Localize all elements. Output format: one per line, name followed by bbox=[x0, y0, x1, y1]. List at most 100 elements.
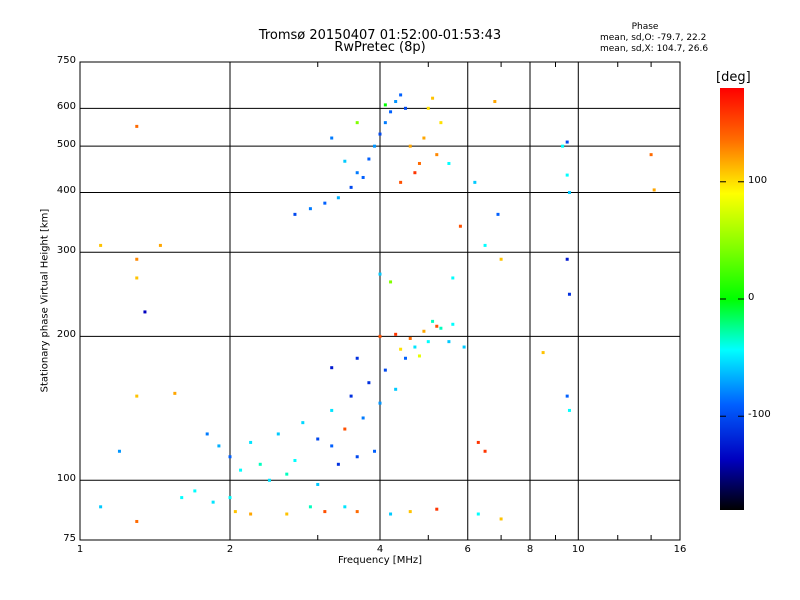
chart-title: Tromsø 20150407 01:52:00-01:53:43 bbox=[258, 28, 502, 43]
data-point bbox=[565, 394, 569, 398]
data-point bbox=[373, 449, 377, 453]
x-tick-label: 4 bbox=[376, 544, 384, 555]
x-tick-label: 1 bbox=[76, 544, 84, 555]
data-point bbox=[330, 408, 334, 412]
data-point bbox=[565, 257, 569, 261]
x-tick-label: 2 bbox=[226, 544, 234, 555]
data-point bbox=[567, 190, 571, 194]
data-point bbox=[343, 427, 347, 431]
data-point bbox=[361, 416, 365, 420]
data-point bbox=[330, 136, 334, 140]
data-point bbox=[367, 157, 371, 161]
data-point bbox=[389, 110, 393, 114]
data-point bbox=[394, 387, 398, 391]
data-point bbox=[99, 243, 103, 247]
data-point bbox=[258, 462, 262, 466]
data-point bbox=[158, 243, 162, 247]
data-point bbox=[435, 507, 439, 511]
y-axis-label: Stationary phase Virtual Height [km] bbox=[39, 208, 51, 393]
data-point bbox=[413, 171, 417, 175]
data-point bbox=[476, 440, 480, 444]
data-point bbox=[373, 144, 377, 148]
data-point bbox=[135, 276, 139, 280]
data-point bbox=[99, 505, 103, 509]
data-point bbox=[316, 437, 320, 441]
data-point bbox=[383, 103, 387, 107]
data-point bbox=[567, 292, 571, 296]
data-points bbox=[99, 93, 656, 523]
data-point bbox=[316, 482, 320, 486]
data-point bbox=[285, 472, 289, 476]
data-point bbox=[233, 510, 237, 514]
x-tick-label: 10 bbox=[571, 544, 585, 555]
phase-stats-o: mean, sd,O: -79.7, 22.2 bbox=[600, 33, 707, 43]
data-point bbox=[417, 354, 421, 358]
data-point bbox=[499, 257, 503, 261]
data-point bbox=[652, 188, 656, 192]
data-point bbox=[408, 336, 412, 340]
data-point bbox=[426, 106, 430, 110]
data-point bbox=[473, 180, 477, 184]
data-point bbox=[565, 140, 569, 144]
data-point bbox=[336, 462, 340, 466]
data-point bbox=[308, 207, 312, 211]
data-point bbox=[399, 180, 403, 184]
data-point bbox=[143, 310, 147, 314]
data-point bbox=[228, 496, 232, 500]
data-point bbox=[267, 478, 271, 482]
data-point bbox=[483, 243, 487, 247]
data-point bbox=[422, 329, 426, 333]
colorbar-ticks bbox=[720, 181, 744, 417]
data-point bbox=[496, 212, 500, 216]
data-point bbox=[476, 512, 480, 516]
data-point bbox=[330, 444, 334, 448]
phase-heading: Phase bbox=[631, 22, 659, 32]
data-point bbox=[355, 171, 359, 175]
data-point bbox=[383, 121, 387, 125]
data-point bbox=[447, 340, 451, 344]
data-point bbox=[462, 345, 466, 349]
x-tick-label: 6 bbox=[464, 544, 471, 555]
data-point bbox=[451, 276, 455, 280]
data-point bbox=[301, 421, 305, 425]
data-point bbox=[217, 444, 221, 448]
data-point bbox=[413, 345, 417, 349]
data-point bbox=[249, 440, 253, 444]
data-point bbox=[431, 319, 435, 323]
data-point bbox=[408, 510, 412, 514]
colorbar-tick-label: 100 bbox=[748, 174, 768, 186]
phase-stats-x: mean, sd,X: 104.7, 26.6 bbox=[600, 44, 709, 54]
data-point bbox=[193, 489, 197, 493]
data-point bbox=[336, 196, 340, 200]
data-point bbox=[343, 505, 347, 509]
data-point bbox=[323, 201, 327, 205]
data-point bbox=[293, 458, 297, 462]
data-point bbox=[399, 347, 403, 351]
data-point bbox=[211, 500, 215, 504]
data-point bbox=[394, 332, 398, 336]
data-point bbox=[426, 340, 430, 344]
data-point bbox=[285, 512, 289, 516]
colorbar-label: [deg] bbox=[716, 70, 751, 85]
data-point bbox=[422, 136, 426, 140]
data-point bbox=[355, 455, 359, 459]
data-point bbox=[483, 449, 487, 453]
data-point bbox=[541, 351, 545, 355]
data-point bbox=[378, 401, 382, 405]
y-tick-label: 500 bbox=[56, 139, 76, 151]
data-point bbox=[561, 144, 565, 148]
data-point bbox=[349, 394, 353, 398]
data-point bbox=[565, 173, 569, 177]
data-point bbox=[389, 512, 393, 516]
data-point bbox=[403, 356, 407, 360]
data-point bbox=[205, 432, 209, 436]
x-tick-label: 8 bbox=[526, 544, 534, 555]
data-point bbox=[180, 496, 184, 500]
y-tick-label: 100 bbox=[56, 473, 76, 485]
y-tick-label: 750 bbox=[56, 55, 76, 66]
data-point bbox=[417, 161, 421, 165]
data-point bbox=[403, 106, 407, 110]
chart-subtitle: RwPretec (8p) bbox=[334, 40, 426, 55]
data-point bbox=[276, 432, 280, 436]
data-point bbox=[343, 159, 347, 163]
